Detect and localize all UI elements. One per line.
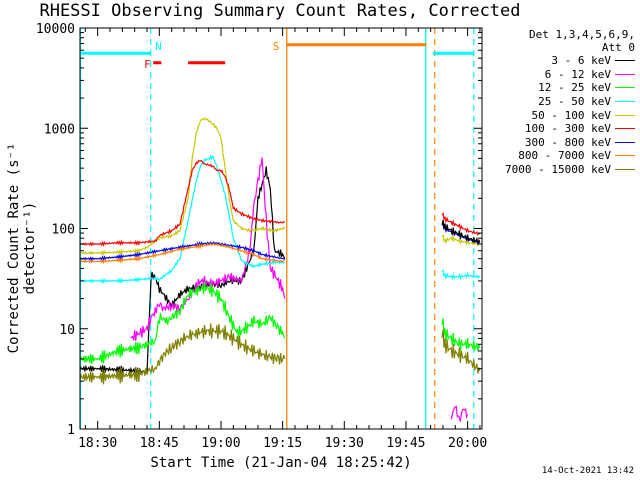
legend-entry-0: 3 - 6 keV <box>483 54 635 68</box>
series-after-gap-line-6 <box>441 329 481 374</box>
axes-layer: 1 10 100 1000 10000 18:30 18:45 19:00 19:15 19:30… <box>36 22 487 451</box>
legend-swatch <box>615 60 635 62</box>
legend-swatch <box>615 128 635 130</box>
flag-label-F: F <box>144 58 151 71</box>
legend-label: 25 - 50 keV <box>538 95 611 109</box>
legend-entry-6: 300 - 800 keV <box>483 136 635 150</box>
series-after-gap-line-0 <box>441 212 481 236</box>
series-line-0 <box>79 166 286 376</box>
y-axis-label: Corrected Count Rate (s⁻¹ detector⁻¹) <box>6 142 38 354</box>
series-line-7 <box>79 242 285 265</box>
annotations-layer: FN S <box>79 28 475 429</box>
legend-label: 6 - 12 keV <box>544 67 611 81</box>
legend-entry-7: 800 - 7000 keV <box>483 149 635 163</box>
series-after-gap-line-3 <box>441 219 481 246</box>
y-tick-label-2: 100 <box>52 223 75 238</box>
legend-entry-1: 6 - 12 keV <box>483 68 635 82</box>
legend-label: 7000 - 15000 keV <box>505 163 611 177</box>
series-after-gap-line-7 <box>450 405 469 422</box>
x-tick-label-6: 20:00 <box>448 436 487 451</box>
series-after-gap-line-1 <box>441 234 481 247</box>
x-tick-label-4: 19:30 <box>325 436 364 451</box>
series-after-gap-line-4 <box>441 268 481 281</box>
legend-label: 50 - 100 keV <box>531 108 611 122</box>
chart-title: RHESSI Observing Summary Count Rates, Co… <box>39 1 521 21</box>
x-axis-label: Start Time (21-Jan-04 18:25:42) <box>150 455 412 471</box>
series-line-8 <box>79 323 286 385</box>
legend-swatch <box>615 169 635 171</box>
x-tick-label-2: 19:00 <box>201 436 240 451</box>
series-layer <box>79 117 481 422</box>
legend-entry-8: 7000 - 15000 keV <box>483 163 635 177</box>
legend-label: 300 - 800 keV <box>524 135 611 149</box>
x-tick-label-5: 19:45 <box>386 436 425 451</box>
y-tick-label-4: 10000 <box>36 22 75 37</box>
y-tick-label-1: 10 <box>59 323 75 338</box>
series-after-gap-line-5 <box>441 318 481 352</box>
legend-swatch <box>615 114 635 116</box>
legend-swatch <box>615 101 635 103</box>
legend-label: 100 - 300 keV <box>524 122 611 136</box>
legend-entry-3: 25 - 50 keV <box>483 95 635 109</box>
legend-label: 800 - 7000 keV <box>518 149 611 163</box>
timestamp: 14-Oct-2021 13:42 <box>541 466 634 476</box>
series-line-3 <box>79 154 286 285</box>
legend-entry-2: 12 - 25 keV <box>483 81 635 95</box>
legend-entry-5: 100 - 300 keV <box>483 122 635 136</box>
legend-swatch <box>615 87 635 89</box>
series-line-1 <box>130 157 286 341</box>
x-tick-label-3: 19:15 <box>263 436 302 451</box>
legend-header-line2: Att 0 <box>601 41 635 54</box>
y-tick-label-0: 1 <box>67 423 75 438</box>
legend-swatch <box>615 73 635 75</box>
x-tick-label-1: 18:45 <box>140 436 179 451</box>
series-line-2 <box>79 281 286 364</box>
series-line-5 <box>79 159 286 247</box>
legend-entry-4: 50 - 100 keV <box>483 108 635 122</box>
legend-label: 12 - 25 keV <box>538 81 611 95</box>
flag-label-N: N <box>155 40 162 53</box>
x-tick-label-0: 18:30 <box>78 436 117 451</box>
series-line-6 <box>79 240 286 262</box>
flag-label-S: S <box>273 40 280 53</box>
legend-swatch <box>615 141 635 143</box>
legend-swatch <box>615 155 635 157</box>
legend-header-line1: Det 1,3,4,5,6,9, <box>529 28 635 41</box>
series-line-4 <box>79 117 286 257</box>
legend: Det 1,3,4,5,6,9, Att 0 3 - 6 keV 6 - 12 k… <box>483 28 635 176</box>
legend-label: 3 - 6 keV <box>551 54 611 68</box>
y-tick-label-3: 1000 <box>44 122 75 137</box>
